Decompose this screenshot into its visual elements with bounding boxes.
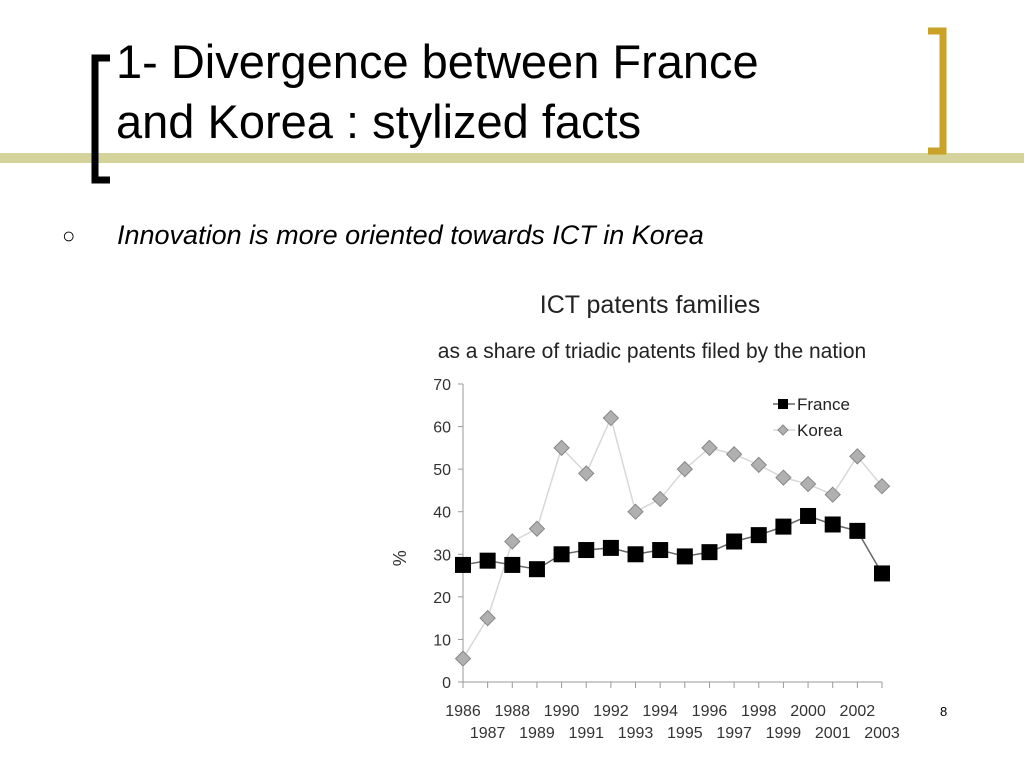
data-point-korea — [676, 460, 694, 478]
chart-title: ICT patents families — [540, 291, 760, 319]
x-tick-label: 1994 — [642, 703, 678, 720]
data-point-korea — [479, 609, 496, 627]
data-point-korea — [578, 465, 595, 482]
data-point-france — [602, 539, 619, 556]
x-tick-label: 2000 — [790, 703, 826, 720]
y-tick-label: 50 — [433, 462, 451, 479]
data-point-france — [874, 565, 890, 582]
data-point-korea — [775, 469, 792, 486]
legend-label-france: France — [797, 395, 850, 414]
data-point-france — [726, 533, 743, 550]
x-tick-label: 1995 — [667, 725, 703, 742]
data-point-france — [849, 522, 866, 539]
data-point-france — [701, 544, 718, 561]
data-point-korea — [602, 409, 620, 427]
y-tick-label: 60 — [433, 420, 451, 437]
data-point-france — [528, 561, 545, 578]
data-point-france — [800, 507, 817, 524]
x-tick-label: 2001 — [815, 725, 851, 742]
data-point-korea — [553, 439, 570, 457]
data-point-france — [553, 546, 570, 563]
x-tick-label: 1986 — [445, 703, 481, 720]
x-tick-label: 1989 — [519, 725, 555, 742]
data-point-korea — [651, 490, 669, 508]
data-point-korea — [504, 533, 521, 550]
data-point-korea — [873, 477, 891, 495]
data-point-korea — [627, 503, 644, 520]
data-point-korea — [725, 446, 743, 463]
y-tick-label: 70 — [433, 377, 451, 394]
x-tick-label: 1999 — [766, 725, 802, 742]
title-accent-band — [0, 153, 1024, 163]
y-tick-label: 10 — [433, 632, 451, 649]
slide-title: 1- Divergence between France and Korea :… — [116, 32, 916, 152]
y-tick-label: 30 — [433, 547, 451, 564]
y-tick-label: 20 — [433, 590, 451, 607]
x-tick-label: 2002 — [840, 703, 876, 720]
data-point-korea — [799, 475, 817, 493]
data-point-france — [775, 518, 792, 535]
y-axis-label: % — [390, 550, 410, 566]
data-point-korea — [750, 456, 767, 474]
slide-title-line-2: and Korea : stylized facts — [116, 95, 642, 148]
data-point-france — [479, 552, 496, 569]
legend-marker-korea — [777, 424, 789, 436]
data-point-korea — [528, 520, 546, 537]
series-line-france — [462, 515, 883, 574]
data-point-france — [652, 542, 669, 559]
data-point-france — [627, 546, 644, 563]
data-point-korea — [701, 439, 718, 457]
data-point-france — [676, 548, 693, 565]
data-point-france — [824, 516, 841, 533]
x-tick-label: 1993 — [618, 725, 654, 742]
x-tick-label: 1988 — [494, 703, 530, 720]
x-tick-label: 1990 — [544, 703, 580, 720]
page-number: 8 — [940, 704, 948, 719]
bullet-text: Innovation is more oriented towards ICT … — [117, 220, 704, 250]
x-tick-label: 1992 — [593, 703, 629, 720]
legend-marker-france — [778, 399, 788, 409]
legend-label-korea: Korea — [797, 421, 843, 440]
data-point-korea — [454, 650, 472, 667]
data-point-france — [750, 527, 767, 544]
slide-title-line-1: 1- Divergence between France — [116, 35, 759, 88]
x-tick-label: 1998 — [741, 703, 777, 720]
ict-patents-chart: ICT patents families as a share of triadi… — [390, 291, 900, 742]
y-tick-label: 40 — [433, 505, 451, 522]
x-tick-label: 1996 — [692, 703, 728, 720]
y-tick-label: 0 — [442, 675, 451, 692]
x-tick-label: 1997 — [716, 725, 752, 742]
data-point-korea — [849, 448, 866, 465]
left-bracket-decoration — [91, 54, 110, 184]
x-tick-label: 2003 — [864, 725, 900, 742]
x-tick-label: 1991 — [568, 725, 604, 742]
x-tick-label: 1987 — [470, 725, 506, 742]
series-line-korea — [462, 415, 883, 659]
data-point-france — [504, 556, 521, 573]
data-point-france — [455, 556, 471, 573]
chart-subtitle: as a share of triadic patents filed by t… — [438, 340, 866, 363]
data-point-korea — [824, 486, 841, 503]
hollow-circle-bullet-icon: ○ — [62, 223, 76, 248]
right-bracket-decoration — [928, 27, 947, 155]
data-point-france — [578, 542, 595, 559]
